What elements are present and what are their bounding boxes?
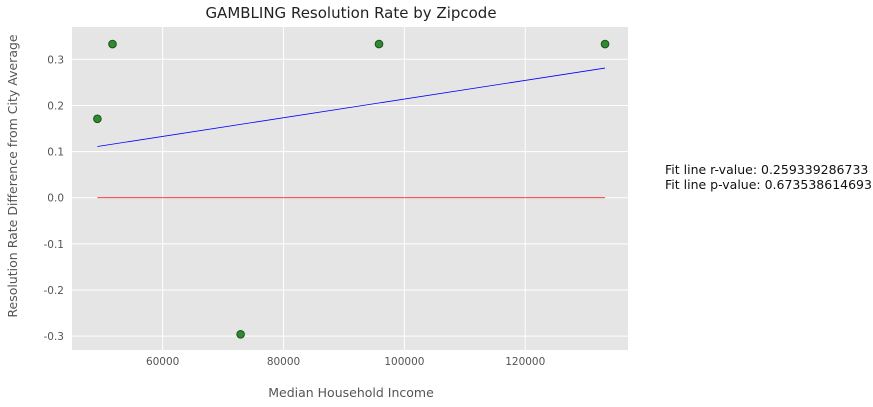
y-tick-label: 0.1 <box>47 147 64 159</box>
data-point <box>108 39 117 49</box>
plot-area <box>72 27 628 350</box>
points <box>93 39 610 339</box>
x-tick-label: 80000 <box>267 356 300 368</box>
y-axis-ticks: -0.3 -0.2 -0.1 0.0 0.1 0.2 0.3 <box>44 54 65 343</box>
x-axis-label: Median Household Income <box>268 385 434 400</box>
x-tick-label: 100000 <box>384 356 424 368</box>
y-tick-label: -0.2 <box>44 285 65 297</box>
x-tick-label: 120000 <box>505 356 545 368</box>
y-tick-label: 0.2 <box>47 100 64 112</box>
x-tick-label: 60000 <box>146 356 179 368</box>
p-value-annotation: Fit line p-value: 0.673538614693 <box>665 177 872 192</box>
fit-line <box>97 67 606 147</box>
data-point <box>236 330 245 339</box>
y-tick-label: -0.1 <box>44 239 65 251</box>
data-point <box>93 114 102 124</box>
chart-title: GAMBLING Resolution Rate by Zipcode <box>205 4 496 22</box>
r-value-annotation: Fit line r-value: 0.259339286733 <box>665 162 869 177</box>
grid <box>72 27 628 350</box>
data-point <box>374 39 384 49</box>
fit-statistics: Fit line r-value: 0.259339286733 Fit lin… <box>665 162 872 192</box>
x-axis-ticks: 60000 80000 100000 120000 <box>146 356 545 368</box>
data-point <box>600 39 610 49</box>
y-tick-label: -0.3 <box>44 331 65 343</box>
y-tick-label: 0.0 <box>47 193 64 205</box>
y-axis-label: Resolution Rate Difference from City Ave… <box>5 34 20 318</box>
lines <box>97 67 606 199</box>
y-tick-label: 0.3 <box>47 54 64 66</box>
